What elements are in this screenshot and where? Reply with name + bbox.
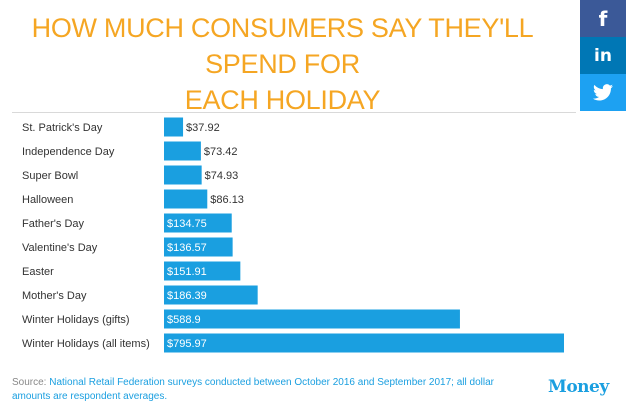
value-label: $588.9 xyxy=(167,314,201,326)
chart-title: HOW MUCH CONSUMERS SAY THEY'LL SPEND FOR… xyxy=(0,10,565,118)
twitter-icon xyxy=(593,84,613,101)
facebook-icon: f xyxy=(598,6,608,31)
value-label: $136.57 xyxy=(167,242,207,254)
value-label: $74.93 xyxy=(205,170,239,182)
money-logo: Money xyxy=(548,377,609,397)
bar xyxy=(164,237,233,257)
category-label: Father's Day xyxy=(22,218,85,230)
facebook-share-button[interactable]: f xyxy=(580,0,626,37)
category-label: Winter Holidays (gifts) xyxy=(22,314,130,326)
bar xyxy=(164,117,184,137)
linkedin-share-button[interactable]: in xyxy=(580,37,626,74)
category-label: Easter xyxy=(22,266,54,278)
source-label: Source: xyxy=(12,377,47,388)
value-label: $134.75 xyxy=(167,218,207,230)
bar xyxy=(164,333,564,353)
source-text: National Retail Federation surveys condu… xyxy=(12,377,494,402)
value-label: $151.91 xyxy=(167,266,207,278)
value-label: $37.92 xyxy=(186,122,220,134)
category-label: Valentine's Day xyxy=(22,242,98,254)
bar xyxy=(164,285,258,305)
category-label: Independence Day xyxy=(22,146,115,158)
twitter-share-button[interactable] xyxy=(580,74,626,111)
value-label: $795.97 xyxy=(167,338,207,350)
category-label: Winter Holidays (all items) xyxy=(22,338,150,350)
bar xyxy=(164,189,208,209)
bar xyxy=(164,165,202,185)
chart-title-line-1: HOW MUCH CONSUMERS SAY THEY'LL SPEND FOR xyxy=(31,13,534,79)
linkedin-icon: in xyxy=(594,45,612,66)
category-label: Halloween xyxy=(22,194,73,206)
bar xyxy=(164,213,232,233)
category-label: Mother's Day xyxy=(22,290,87,302)
title-divider xyxy=(12,112,576,113)
chart-title-line-2: EACH HOLIDAY xyxy=(184,85,381,115)
value-label: $73.42 xyxy=(204,146,238,158)
bar xyxy=(164,141,201,161)
source-note: Source: National Retail Federation surve… xyxy=(12,376,532,404)
value-label: $186.39 xyxy=(167,290,207,302)
category-label: Super Bowl xyxy=(22,170,78,182)
bar xyxy=(164,261,241,281)
social-share-bar: f in xyxy=(580,0,626,111)
bar xyxy=(164,309,460,329)
value-label: $86.13 xyxy=(210,194,244,206)
category-label: St. Patrick's Day xyxy=(22,122,103,134)
